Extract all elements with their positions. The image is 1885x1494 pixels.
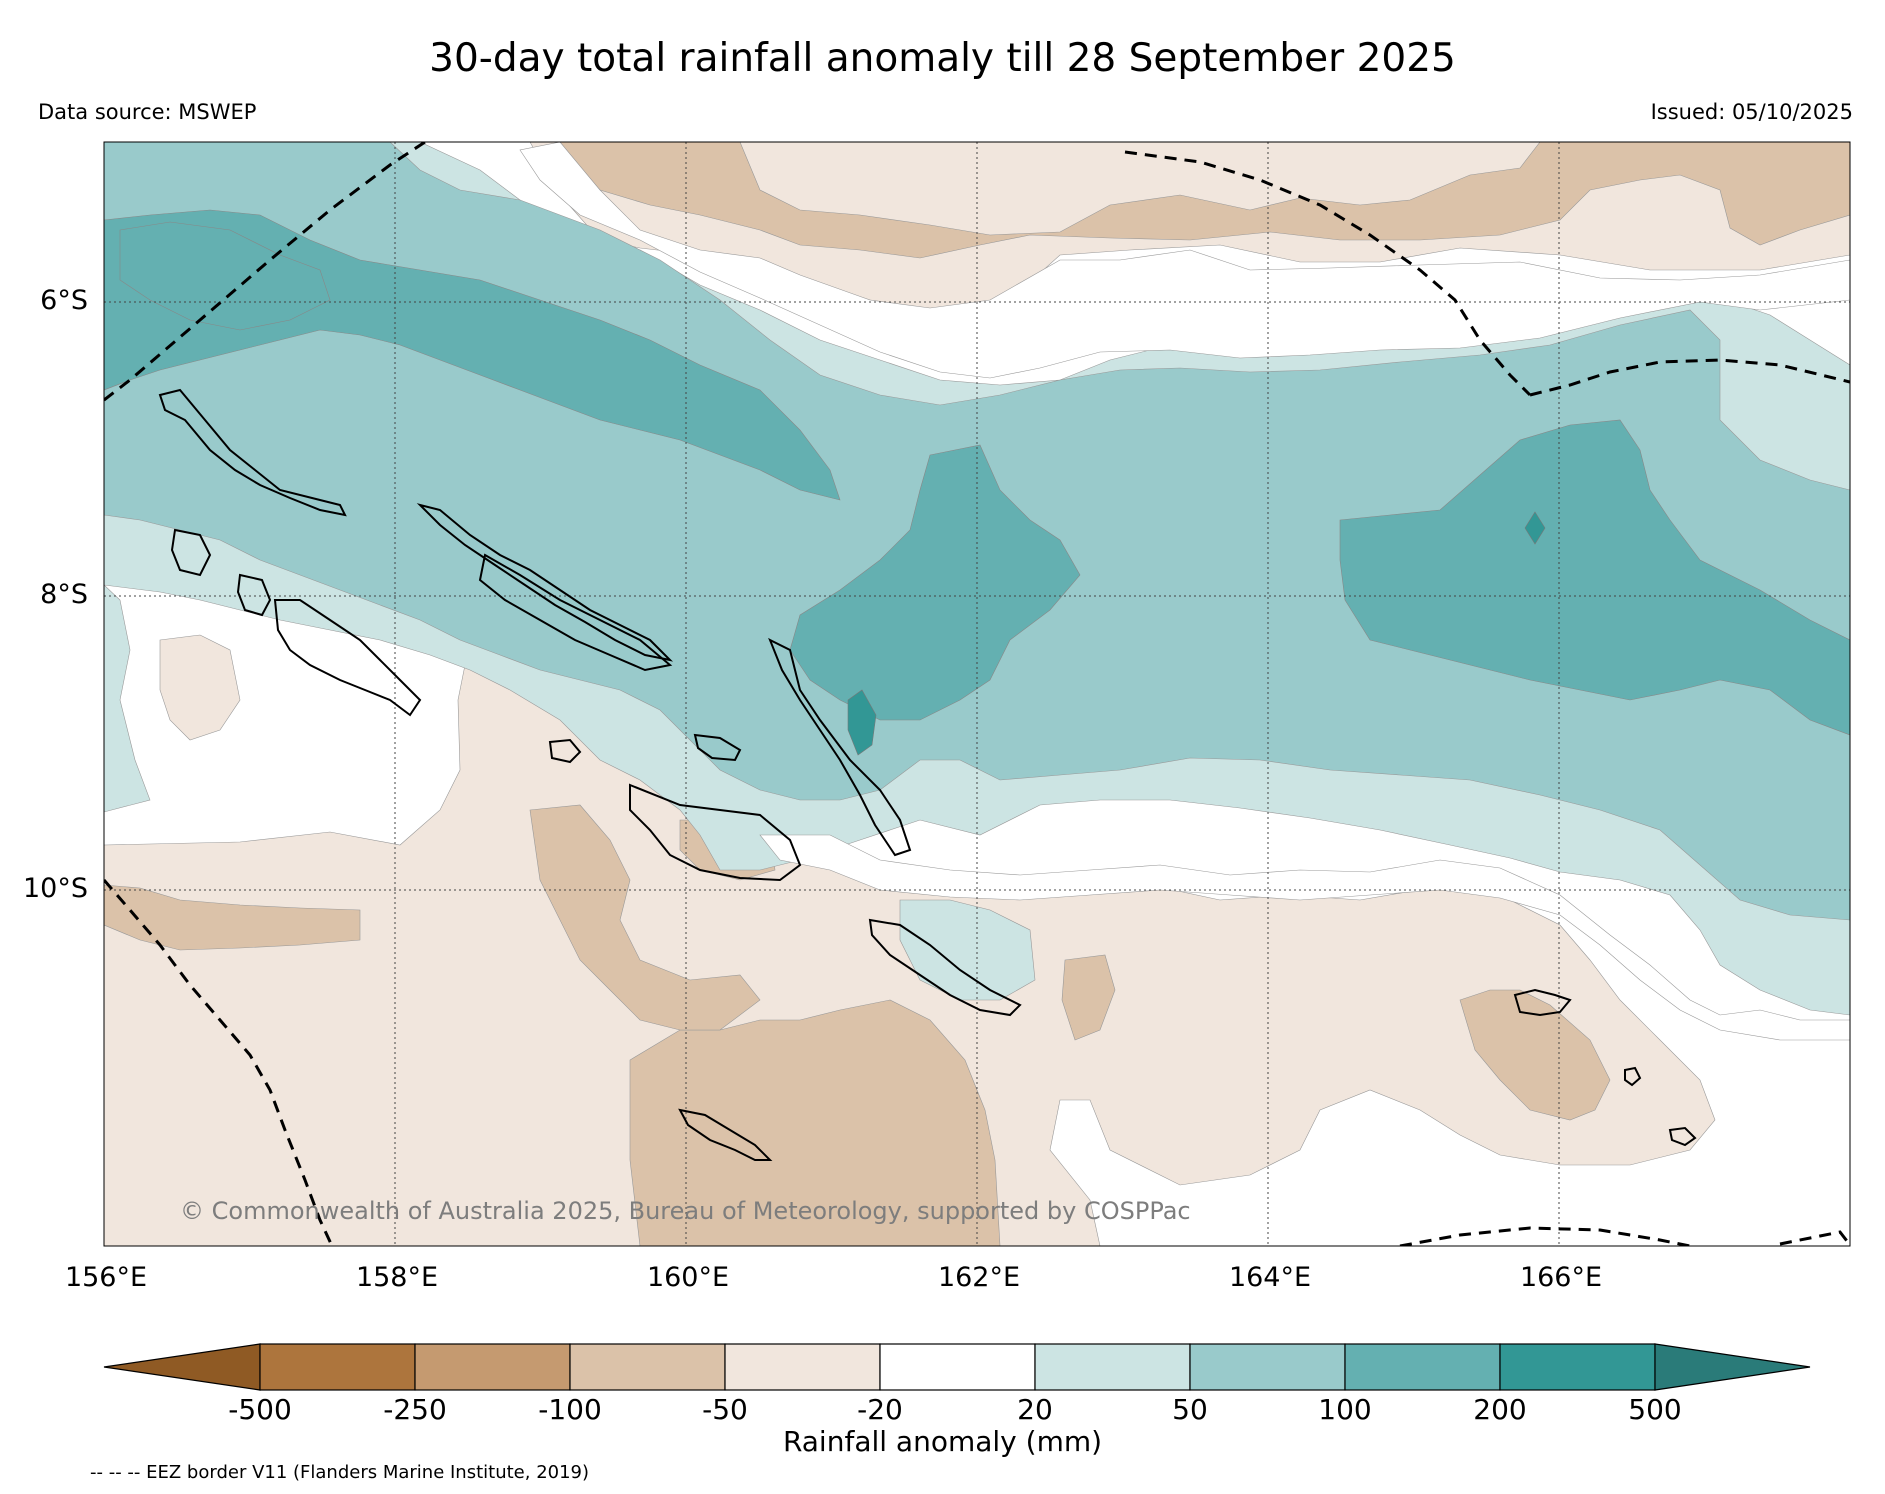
coastline-makira bbox=[868, 918, 1022, 1017]
coastline-ontong bbox=[170, 528, 212, 577]
data-source-label: Data source: MSWEP bbox=[38, 100, 257, 124]
coastline-santa-isabel bbox=[478, 553, 673, 672]
coastline-small-island-a bbox=[1624, 1066, 1642, 1087]
wet-anomaly-core-central bbox=[789, 444, 1081, 721]
dry-anomaly-core-south bbox=[629, 999, 1001, 1246]
dry-anomaly-patch-small bbox=[1061, 954, 1116, 1041]
colorbar-tick: 20 bbox=[1017, 1393, 1053, 1426]
lon-label-162e: 162°E bbox=[937, 1262, 1021, 1293]
lon-label-164e: 164°E bbox=[1228, 1262, 1312, 1293]
colorbar-swatch-3 bbox=[569, 1343, 726, 1391]
colorbar-swatch-8 bbox=[1344, 1343, 1501, 1391]
coastline-russell bbox=[548, 738, 582, 764]
colorbar-tick: -50 bbox=[702, 1393, 748, 1426]
coastline-rennell bbox=[678, 1108, 773, 1161]
colorbar-tick: 500 bbox=[1628, 1393, 1682, 1426]
colorbar-tick: 200 bbox=[1473, 1393, 1527, 1426]
dry-anomaly-patch-sw bbox=[104, 884, 361, 951]
colorbar-tick: -500 bbox=[228, 1393, 292, 1426]
coastline-shortland bbox=[236, 573, 272, 617]
colorbar-swatch-2 bbox=[414, 1343, 571, 1391]
lon-label-158e: 158°E bbox=[355, 1262, 439, 1293]
colorbar-swatch-1 bbox=[259, 1343, 416, 1391]
colorbar-tick: -250 bbox=[383, 1393, 447, 1426]
colorbar-tick: -100 bbox=[538, 1393, 602, 1426]
coastline-new-georgia bbox=[273, 599, 422, 717]
eez-legend-note: -- -- -- EEZ border V11 (Flanders Marine… bbox=[90, 1462, 590, 1483]
coastline-choiseul bbox=[416, 503, 674, 662]
colorbar-extend-high bbox=[1654, 1343, 1811, 1391]
coastline-small-island-b bbox=[1668, 1126, 1697, 1147]
coastline-malaita bbox=[768, 637, 912, 857]
lat-label-6s: 6°S bbox=[40, 285, 88, 316]
copyright-notice: © Commonwealth of Australia 2025, Bureau… bbox=[180, 1197, 1191, 1225]
colorbar bbox=[103, 1343, 1811, 1391]
wet-anomaly-core-east bbox=[1339, 419, 1850, 736]
dry-anomaly-core-north bbox=[559, 142, 1850, 259]
eez-borders bbox=[104, 142, 1850, 1246]
coastline-bougainville bbox=[158, 388, 347, 517]
coastlines bbox=[158, 388, 1697, 1161]
colorbar-swatch-4 bbox=[724, 1343, 881, 1391]
coastline-guadalcanal bbox=[629, 783, 802, 882]
dry-anomaly-patch-east bbox=[1459, 989, 1611, 1121]
neutral-zone-south bbox=[759, 834, 1850, 1041]
colorbar-swatch-7 bbox=[1189, 1343, 1346, 1391]
graticule bbox=[104, 142, 1850, 1246]
lon-label-160e: 160°E bbox=[646, 1262, 730, 1293]
issued-date-label: Issued: 05/10/2025 bbox=[1650, 100, 1853, 124]
lon-label-156e: 156°E bbox=[64, 1262, 148, 1293]
wet-anomaly-peak-central bbox=[847, 689, 877, 756]
lat-label-10s: 10°S bbox=[23, 873, 88, 904]
colorbar-extend-low bbox=[103, 1343, 261, 1391]
map-content bbox=[104, 142, 1850, 1246]
lon-label-166e: 166°E bbox=[1519, 1262, 1603, 1293]
colorbar-swatch-6 bbox=[1034, 1343, 1191, 1391]
wet-anomaly-west-coast bbox=[104, 584, 151, 813]
dry-anomaly-patch-west bbox=[159, 634, 241, 741]
colorbar-tick: -20 bbox=[857, 1393, 903, 1426]
wet-anomaly-core-north bbox=[119, 221, 331, 331]
dry-anomaly-patch-central bbox=[529, 804, 761, 1031]
colorbar-swatch-5 bbox=[879, 1343, 1036, 1391]
wet-anomaly-peak-east bbox=[1524, 511, 1546, 545]
map-frame bbox=[103, 141, 1851, 1247]
chart-title: 30-day total rainfall anomaly till 28 Se… bbox=[429, 36, 1456, 81]
neutral-zone-north bbox=[519, 142, 1850, 379]
colorbar-swatch-9 bbox=[1499, 1343, 1656, 1391]
colorbar-tick: 100 bbox=[1318, 1393, 1372, 1426]
coastline-florida bbox=[693, 733, 742, 762]
colorbar-label: Rainfall anomaly (mm) bbox=[782, 1425, 1103, 1458]
lat-label-8s: 8°S bbox=[40, 579, 88, 610]
coastline-santa-cruz bbox=[1513, 988, 1572, 1017]
wet-anomaly-island-south bbox=[899, 899, 1036, 1001]
colorbar-tick: 50 bbox=[1172, 1393, 1208, 1426]
